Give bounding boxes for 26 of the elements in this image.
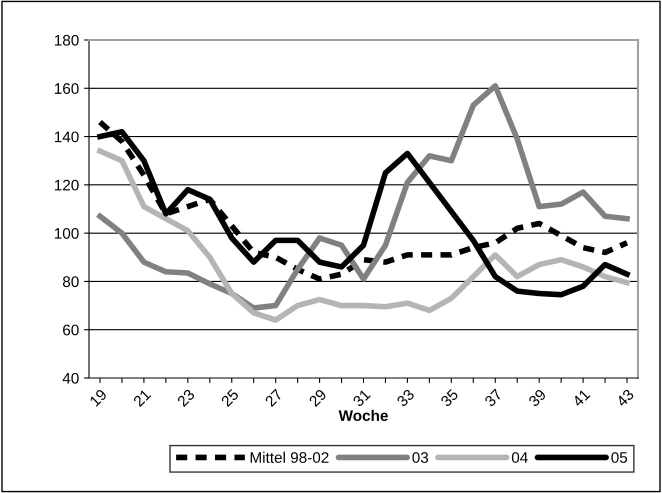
x-tick-label: 29 [308,388,328,408]
legend-label: 05 [611,452,628,463]
x-tick-label: 31 [352,388,371,408]
x-tick-label: 43 [616,388,634,408]
y-tick-label: 140 [54,131,79,142]
x-axis-title: Woche [338,410,388,422]
x-tick-label: 35 [440,388,459,408]
legend-label: 04 [512,452,528,463]
y-tick-label: 40 [62,372,79,384]
y-tick-label: 180 [54,34,79,46]
x-tick-label: 33 [396,388,415,408]
legend-label: 03 [412,452,428,463]
y-tick-label: 60 [63,324,79,336]
legend-label: Mittel 98-02 [250,452,329,463]
x-tick-label: 23 [176,388,196,408]
x-tick-label: 21 [132,388,152,408]
x-tick-label: 37 [484,388,503,408]
x-tick-label: 19 [89,388,108,407]
x-tick-label: 41 [572,388,590,408]
x-tick-label: 25 [220,388,240,408]
y-tick-label: 100 [54,228,79,239]
x-tick-label: 39 [528,388,547,408]
y-tick-label: 120 [54,180,79,191]
x-tick-label: 27 [264,388,283,408]
y-tick-label: 160 [54,83,79,94]
y-tick-label: 80 [62,276,79,288]
